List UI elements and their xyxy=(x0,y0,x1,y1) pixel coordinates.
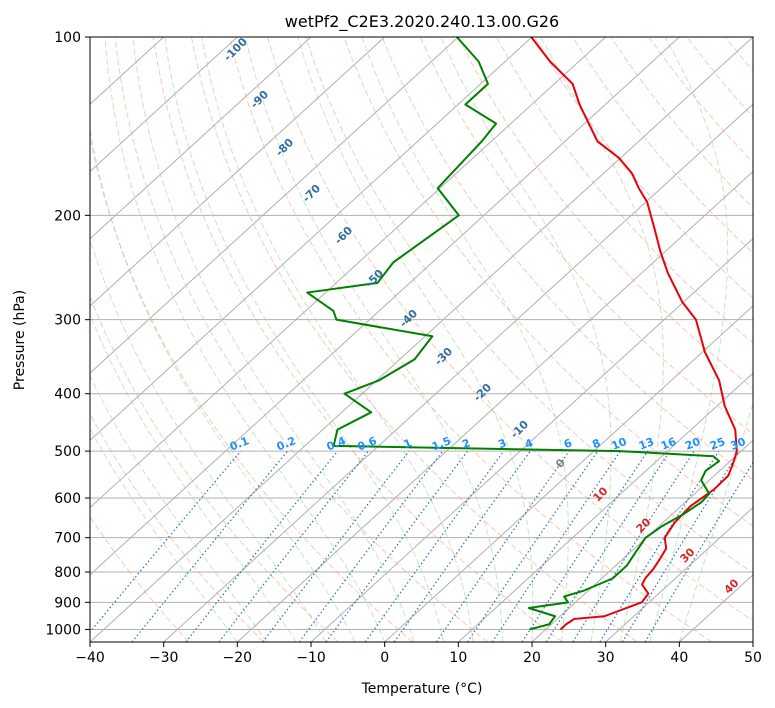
isotherm-gridline xyxy=(384,305,753,642)
y-tick-label: 900 xyxy=(54,595,81,611)
moist-adiabat xyxy=(361,37,569,642)
mixing-ratio-line xyxy=(521,450,649,642)
y-tick-label: 500 xyxy=(54,444,81,460)
x-tick-label: 50 xyxy=(744,650,762,666)
dry-adiabat xyxy=(114,37,488,642)
isotherm-gridline xyxy=(90,37,386,307)
mixing-ratio-line xyxy=(325,450,469,642)
moist-adiabat xyxy=(649,37,729,642)
mixing-ratio-line xyxy=(262,450,410,642)
moist-adiabat xyxy=(90,125,356,642)
moist-adiabat xyxy=(440,37,612,642)
chart-title: wetPf2_C2E3.2020.240.13.00.G26 xyxy=(285,12,559,32)
mixing-ratio-line xyxy=(545,450,671,642)
mixing-ratio-line xyxy=(435,450,570,642)
moist-adiabat xyxy=(90,374,268,642)
y-tick-label: 600 xyxy=(54,491,81,507)
x-tick-label: 40 xyxy=(670,650,688,666)
mixing-ratio-label: 16 xyxy=(659,435,678,453)
dry-adiabat xyxy=(343,37,753,527)
isotherm-gridline xyxy=(90,37,607,509)
moist-adiabat xyxy=(201,37,474,642)
y-tick-label: 700 xyxy=(54,531,81,547)
moist-adiabat xyxy=(297,37,534,642)
moist-adiabat xyxy=(90,313,297,642)
moist-adiabat xyxy=(678,401,753,642)
axes: −40 −30 −20 −10 0 10 20 30 40 50 100 200 300 400 500 60… xyxy=(45,30,762,666)
isotherm-gridline xyxy=(236,170,753,642)
moist-adiabat xyxy=(164,37,445,642)
moist-adiabat xyxy=(540,37,664,642)
y-tick-label: 100 xyxy=(54,30,81,46)
moist-adiabat xyxy=(90,237,327,642)
x-tick-label: 20 xyxy=(523,650,541,666)
isotherm-gridline xyxy=(163,103,753,642)
y-axis-label: Pressure (hPa) xyxy=(12,290,28,390)
x-axis-label: Temperature (°C) xyxy=(361,681,483,697)
mixing-ratio-label: 20 xyxy=(683,435,702,453)
mixing-ratio-label: 1 xyxy=(402,436,414,451)
y-tick-label: 1000 xyxy=(45,622,81,638)
mixing-ratio-label: 8 xyxy=(590,436,602,451)
isotherm-gridline xyxy=(90,37,459,374)
y-tick-label: 800 xyxy=(54,565,81,581)
temperature-profile-line xyxy=(530,37,738,631)
mixing-ratio-label: 10 xyxy=(610,435,629,453)
x-tick-label: 10 xyxy=(449,650,467,666)
dry-adiabat xyxy=(90,295,339,642)
isotherm-gridline xyxy=(90,37,533,442)
moist-adiabat xyxy=(245,37,504,642)
dewpoint-profile-line xyxy=(306,37,721,631)
mixing-ratio-line xyxy=(644,461,753,642)
x-tick-label: 0 xyxy=(380,650,389,666)
data-lines xyxy=(306,37,738,631)
mixing-ratio-label: 3 xyxy=(496,436,508,451)
mixing-ratio-line xyxy=(90,450,242,634)
isotherm-gridline xyxy=(457,372,753,642)
dry-adiabat xyxy=(90,515,190,642)
y-tick-label: 400 xyxy=(54,387,81,403)
moist-adiabat xyxy=(104,37,386,642)
mixing-ratio-line xyxy=(131,450,289,642)
y-tick-label: 200 xyxy=(54,208,81,224)
isotherm-gridline xyxy=(310,237,753,642)
x-tick-label: −10 xyxy=(296,650,326,666)
x-tick-label: −20 xyxy=(223,650,253,666)
x-tick-label: 30 xyxy=(597,650,615,666)
mixing-ratio-line xyxy=(364,450,505,642)
mixing-ratio-line xyxy=(491,450,621,642)
dry-adiabat xyxy=(495,37,753,344)
y-tick-label: 300 xyxy=(54,313,81,329)
isotherm-gridline xyxy=(90,37,238,173)
isotherm-gridline xyxy=(90,37,312,240)
isotherm-gridline xyxy=(90,37,680,576)
plot-frame xyxy=(89,36,754,643)
x-tick-label: −30 xyxy=(149,650,179,666)
mixing-ratio-label: 25 xyxy=(708,435,727,453)
mixing-ratio-line xyxy=(298,450,444,642)
mixing-ratio-line xyxy=(218,450,369,642)
mixing-ratio-line xyxy=(393,450,531,642)
dry-adiabat xyxy=(267,37,753,622)
mixing-ratio-label: 13 xyxy=(637,435,656,453)
background-lines xyxy=(90,37,753,642)
dry-adiabat xyxy=(457,37,753,389)
mixing-ratio-label: 2 xyxy=(460,436,472,451)
isotherm-gridline xyxy=(90,37,753,642)
dry-adiabat xyxy=(152,37,563,642)
mixing-ratio-label: 30 xyxy=(728,435,747,453)
mixing-ratio-line xyxy=(467,450,599,642)
x-tick-label: −40 xyxy=(75,650,105,666)
dry-adiabat xyxy=(90,412,264,642)
moist-adiabat xyxy=(132,37,415,642)
moist-adiabat xyxy=(90,427,238,642)
isotherm-gridline xyxy=(605,506,753,642)
dry-adiabat xyxy=(229,37,713,642)
dry-adiabat xyxy=(190,37,638,642)
dry-adiabat xyxy=(305,37,753,574)
